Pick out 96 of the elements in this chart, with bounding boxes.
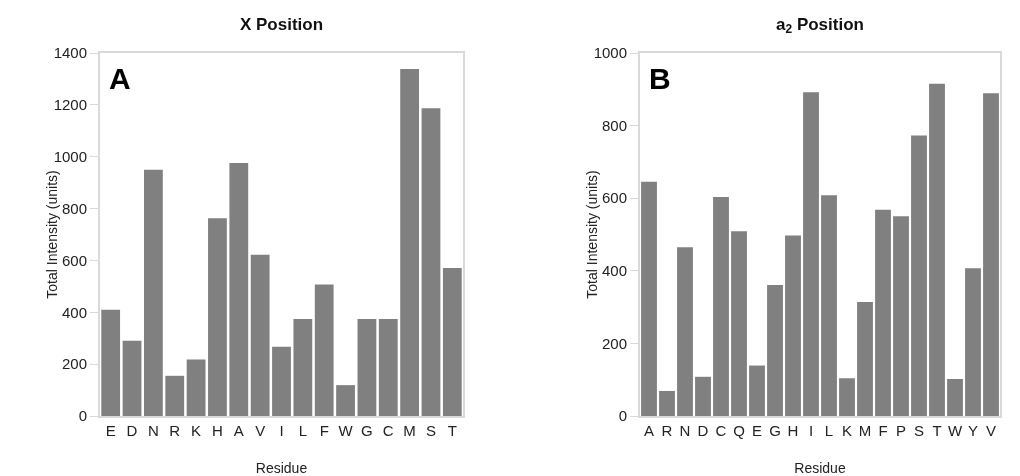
x-tick-label: T <box>932 422 942 439</box>
x-tick-label: R <box>661 422 673 439</box>
y-tick-label: 800 <box>61 199 87 217</box>
x-tick-label: T <box>447 422 457 439</box>
y-tick-label: 600 <box>61 251 87 269</box>
x-tick-label: E <box>751 422 763 439</box>
x-tick-label: P <box>895 422 907 439</box>
x-tick-label: K <box>191 422 202 439</box>
bar <box>983 93 999 416</box>
x-tick-label: D <box>697 422 709 439</box>
x-tick-label: F <box>319 422 329 439</box>
y-tick-label: 0 <box>78 407 87 425</box>
x-tick-label: I <box>279 422 284 439</box>
chart-title: a$_{2}$ Position <box>776 14 864 37</box>
x-tick-label: D <box>126 422 138 439</box>
x-axis-title: Residue <box>794 460 846 476</box>
bar <box>208 218 227 416</box>
bar <box>400 69 420 416</box>
x-tick-label: Y <box>967 422 979 439</box>
x-tick-label: N <box>147 422 159 439</box>
y-tick-label: 0 <box>618 407 627 425</box>
x-tick-label: A <box>233 422 244 439</box>
y-tick-label: 400 <box>601 262 627 280</box>
x-tick-label: K <box>841 422 853 439</box>
chart-title: X Position <box>239 14 324 34</box>
bar <box>713 197 729 416</box>
y-tick-label: 200 <box>61 355 87 373</box>
bar <box>677 247 693 416</box>
bar <box>101 309 121 416</box>
bar <box>378 319 398 416</box>
bar <box>641 181 657 416</box>
bar <box>186 359 206 416</box>
x-tick-label: M <box>858 422 872 439</box>
x-tick-label: H <box>787 422 799 439</box>
bar <box>314 284 334 416</box>
bar <box>803 92 819 416</box>
x-tick-label: E <box>105 422 116 439</box>
annotation: A <box>109 62 131 95</box>
bar <box>929 83 945 416</box>
y-tick-label: 1200 <box>53 96 87 114</box>
x-tick-label: W <box>947 422 963 439</box>
bar <box>731 231 747 416</box>
x-tick-label: S <box>913 422 925 439</box>
x-tick-label: F <box>878 422 888 439</box>
annotation: B <box>649 62 671 95</box>
x-tick-label: I <box>808 422 814 439</box>
bar <box>857 302 873 416</box>
bar <box>293 319 313 416</box>
bar <box>421 108 441 416</box>
bar <box>965 268 981 416</box>
x-tick-label: G <box>361 422 373 439</box>
x-tick-label: C <box>715 422 727 439</box>
bar <box>122 340 142 416</box>
bar <box>250 254 270 416</box>
y-axis-title: Total Intensity (units) <box>43 170 60 299</box>
y-tick-label: 1000 <box>593 44 627 62</box>
y-tick-label: 1400 <box>53 44 87 62</box>
bar <box>839 378 855 416</box>
x-tick-label: L <box>298 422 308 439</box>
y-axis-title: Total Intensity (units) <box>583 170 600 299</box>
x-tick-label: N <box>679 422 691 439</box>
y-tick-label: 600 <box>601 189 627 207</box>
bar <box>272 346 291 416</box>
x-tick-label: W <box>338 422 354 439</box>
bar <box>357 319 377 416</box>
bar <box>659 390 675 416</box>
bar <box>875 209 891 416</box>
x-tick-label: G <box>769 422 781 439</box>
x-tick-label: L <box>824 422 834 439</box>
x-tick-label: M <box>403 422 416 439</box>
x-tick-label: H <box>212 422 223 439</box>
y-tick-label: 200 <box>601 334 627 352</box>
x-tick-label: R <box>169 422 181 439</box>
x-tick-label: Q <box>733 422 745 439</box>
y-tick-label: 800 <box>601 116 627 134</box>
x-tick-label: V <box>985 422 997 439</box>
bar <box>749 365 765 416</box>
bar <box>229 162 249 416</box>
bar <box>911 135 927 416</box>
bar <box>442 267 462 416</box>
y-tick-label: 1000 <box>53 147 87 165</box>
bar <box>336 385 355 416</box>
bar <box>947 378 963 416</box>
bar <box>695 376 711 416</box>
bar <box>821 195 837 416</box>
x-tick-label: A <box>643 422 655 439</box>
x-tick-label: V <box>255 422 266 439</box>
bar <box>785 235 801 416</box>
bar <box>165 375 185 416</box>
bar <box>893 216 909 416</box>
x-tick-label: S <box>425 422 436 439</box>
bar <box>143 169 163 416</box>
y-tick-label: 400 <box>61 303 87 321</box>
x-axis-title: Residue <box>255 460 308 476</box>
x-tick-label: C <box>382 422 394 439</box>
bar <box>767 284 783 416</box>
